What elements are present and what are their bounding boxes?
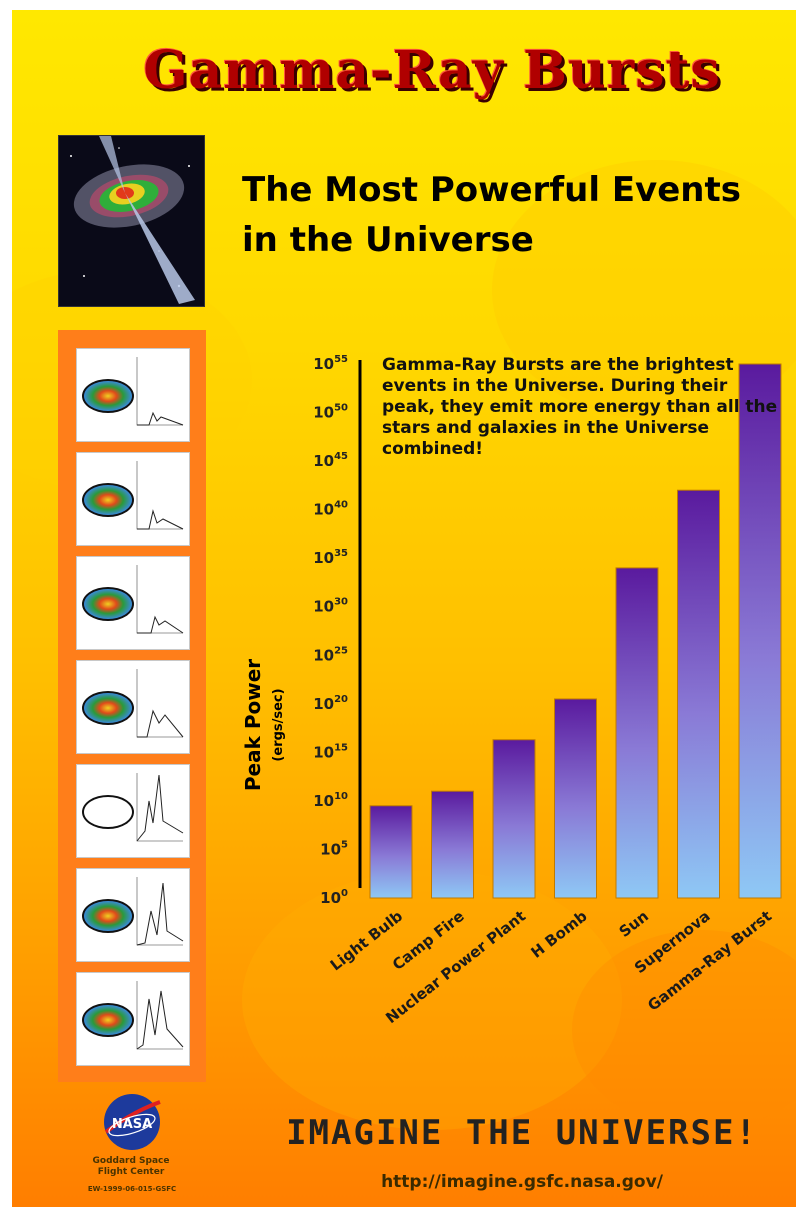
light-curve-plot [136,669,184,738]
light-curve-card [76,452,190,546]
galaxy-image [58,135,205,307]
sky-map-thumbnail [82,1003,134,1037]
light-curve-plot [136,773,184,842]
y-ticks-group: 100 105 1010 1015 1020 1025 1030 1035 1040 1045 10… [313,354,348,907]
y-tick-label: 1050 [313,403,348,422]
light-curve-plot [136,357,184,426]
light-curve-line [137,615,184,634]
bar-light-bulb [369,805,413,899]
institution-line-1: Goddard Space [92,1156,170,1166]
category-label: H Bomb [528,907,591,962]
light-curve-line [137,509,184,530]
chart-annotation: Gamma-Ray Bursts are the brightest event… [382,355,778,459]
subtitle-line-1: The Most Powerful Events [242,170,741,210]
bars-group [369,363,782,899]
institution-name: Goddard Space Flight Center [68,1156,194,1178]
y-tick-label: 1025 [313,645,348,664]
sky-map-thumbnail [82,587,134,621]
light-curve-panel [58,330,206,1082]
subtitle-line-2: in the Universe [242,220,534,260]
light-curve-plot [136,981,184,1050]
sky-map-thumbnail [82,899,134,933]
y-tick-label: 1020 [313,694,348,713]
y-tick-label: 1035 [313,548,348,567]
light-curve-card [76,660,190,754]
light-curve-line [136,882,184,946]
y-tick-label: 1015 [313,742,348,761]
light-curve-line [137,709,184,738]
galaxy-illustration [70,136,195,304]
poster: Gamma-Ray Bursts The Most Powerful Event… [12,10,796,1207]
bar-nuclear-power-plant [492,739,536,899]
y-tick-label: 1055 [313,354,348,373]
bar-gamma-ray-burst [738,363,782,899]
y-axis-unit-label: (ergs/sec) [271,688,286,761]
y-tick-label: 1040 [313,500,348,519]
institution-line-2: Flight Center [97,1167,165,1177]
y-tick-label: 100 [320,888,348,907]
sky-map-thumbnail [82,691,134,725]
poster-subtitle: The Most Powerful Events in the Universe [242,165,792,265]
light-curve-card [76,556,190,650]
light-curve-card [76,972,190,1066]
bar-camp-fire [431,790,474,899]
bar-supernova [677,489,720,899]
sky-map-thumbnail [82,795,134,829]
light-curve-plot [136,877,184,946]
poster-title: Gamma-Ray Bursts [143,40,721,101]
light-curve-card [76,348,190,442]
light-curve-line [136,774,184,842]
light-curve-line [137,411,184,426]
nasa-logo: NASA [104,1094,161,1150]
light-curve-plot [136,461,184,530]
footer-slogan: IMAGINE THE UNIVERSE! [286,1113,758,1153]
sky-map-thumbnail [82,483,134,517]
y-tick-label: 1030 [313,597,348,616]
sky-map-thumbnail [82,379,134,413]
light-curve-line [136,990,184,1050]
y-tick-label: 1045 [313,451,348,470]
y-tick-label: 105 [320,839,348,858]
document-code: EW-1999-06-015-GSFC [87,1185,177,1193]
peak-power-bar-chart: 100 105 1010 1015 1020 1025 1030 1035 1040 1045 10… [241,354,782,1027]
light-curve-card [76,868,190,962]
y-tick-label: 1010 [313,791,348,810]
bar-h-bomb [554,698,597,899]
nasa-logo-text: NASA [112,1117,152,1132]
footer-url[interactable]: http://imagine.gsfc.nasa.gov/ [381,1172,663,1192]
light-curve-card [76,764,190,858]
light-curve-plot [136,565,184,634]
y-axis-label: Peak Power [241,659,265,791]
bar-sun [615,567,659,899]
category-label: Sun [616,907,652,941]
